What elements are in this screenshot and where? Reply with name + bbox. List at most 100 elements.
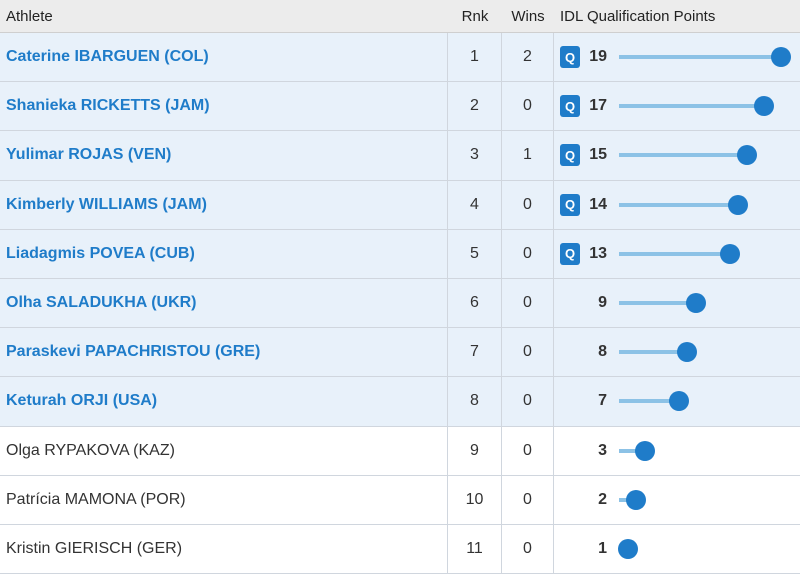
rank-cell: 4 bbox=[448, 180, 502, 229]
points-value: 2 bbox=[598, 490, 607, 508]
header-athlete[interactable]: Athlete bbox=[6, 7, 53, 25]
points-cell: Q 15 bbox=[554, 131, 800, 179]
wins-cell: 0 bbox=[502, 426, 554, 475]
points-bar bbox=[619, 350, 688, 355]
qualified-badge: Q bbox=[560, 144, 580, 167]
wins-value: 0 bbox=[523, 97, 532, 115]
points-cell: Q 19 bbox=[554, 33, 800, 81]
points-bar bbox=[619, 399, 679, 404]
points-value: 8 bbox=[598, 343, 607, 361]
athlete-cell: Shanieka RICKETTS (JAM) bbox=[0, 82, 448, 131]
athlete-cell: Kristin GIERISCH (GER) bbox=[0, 524, 448, 574]
table-row: Kimberly WILLIAMS (JAM) 4 0 Q 14 bbox=[0, 180, 800, 230]
points-value: 7 bbox=[598, 392, 607, 410]
header-wins[interactable]: Wins bbox=[511, 7, 545, 25]
rank-value: 6 bbox=[470, 294, 479, 312]
table-row: Caterine IBARGUEN (COL) 1 2 Q 19 bbox=[0, 33, 800, 83]
athlete-link[interactable]: Keturah ORJI (USA) bbox=[6, 392, 158, 410]
header-points[interactable]: IDL Qualification Points bbox=[560, 7, 716, 25]
rank-value: 4 bbox=[470, 195, 479, 213]
wins-cell: 0 bbox=[502, 328, 554, 377]
wins-value: 0 bbox=[523, 490, 532, 508]
wins-cell: 0 bbox=[502, 524, 554, 574]
rank-value: 8 bbox=[470, 392, 479, 410]
points-marker bbox=[617, 538, 638, 559]
table-row: Olha SALADUKHA (UKR) 6 0 9 bbox=[0, 278, 800, 329]
athlete-cell: Liadagmis POVEA (CUB) bbox=[0, 229, 448, 278]
points-marker bbox=[668, 391, 689, 412]
points-marker bbox=[677, 342, 698, 363]
qualified-badge: Q bbox=[560, 193, 580, 216]
athlete-cell: Caterine IBARGUEN (COL) bbox=[0, 33, 448, 82]
wins-value: 0 bbox=[523, 441, 532, 459]
points-value: 14 bbox=[589, 195, 607, 213]
points-cell: 8 bbox=[554, 328, 800, 376]
table-row: Patrícia MAMONA (POR) 10 0 2 bbox=[0, 475, 800, 525]
table-row: Liadagmis POVEA (CUB) 5 0 Q 13 bbox=[0, 229, 800, 279]
wins-cell: 2 bbox=[502, 33, 554, 82]
points-value: 9 bbox=[598, 294, 607, 312]
points-bar bbox=[619, 301, 696, 306]
points-cell: Q 17 bbox=[554, 82, 800, 130]
wins-cell: 0 bbox=[502, 229, 554, 278]
athlete-name: Olga RYPAKOVA (KAZ) bbox=[6, 441, 175, 459]
athlete-link[interactable]: Kimberly WILLIAMS (JAM) bbox=[6, 195, 207, 213]
athlete-cell: Olha SALADUKHA (UKR) bbox=[0, 278, 448, 328]
points-marker bbox=[634, 440, 655, 461]
points-cell: Q 14 bbox=[554, 181, 800, 229]
athlete-link[interactable]: Shanieka RICKETTS (JAM) bbox=[6, 97, 210, 115]
rank-cell: 3 bbox=[448, 131, 502, 180]
rank-value: 5 bbox=[470, 244, 479, 262]
points-marker bbox=[626, 489, 647, 510]
table-row: Keturah ORJI (USA) 8 0 7 bbox=[0, 377, 800, 427]
points-marker bbox=[685, 293, 706, 314]
wins-value: 0 bbox=[523, 294, 532, 312]
rank-cell: 1 bbox=[448, 33, 502, 82]
wins-cell: 0 bbox=[502, 278, 554, 328]
rank-value: 7 bbox=[470, 343, 479, 361]
points-bar bbox=[619, 153, 747, 158]
points-value: 3 bbox=[598, 441, 607, 459]
qualified-badge: Q bbox=[560, 95, 580, 118]
athlete-name: Patrícia MAMONA (POR) bbox=[6, 490, 186, 508]
wins-cell: 0 bbox=[502, 377, 554, 426]
qualified-badge: Q bbox=[560, 46, 580, 69]
table-row: Yulimar ROJAS (VEN) 3 1 Q 15 bbox=[0, 131, 800, 181]
wins-value: 0 bbox=[523, 244, 532, 262]
athlete-cell: Olga RYPAKOVA (KAZ) bbox=[0, 426, 448, 475]
athlete-cell: Yulimar ROJAS (VEN) bbox=[0, 131, 448, 180]
table-row: Paraskevi PAPACHRISTOU (GRE) 7 0 8 bbox=[0, 328, 800, 378]
athlete-link[interactable]: Yulimar ROJAS (VEN) bbox=[6, 146, 172, 164]
athlete-name: Kristin GIERISCH (GER) bbox=[6, 539, 183, 557]
points-bar bbox=[619, 55, 781, 60]
points-marker bbox=[728, 194, 749, 215]
rank-value: 3 bbox=[470, 146, 479, 164]
points-cell: 1 bbox=[554, 525, 800, 573]
table-row: Kristin GIERISCH (GER) 11 0 1 bbox=[0, 524, 800, 574]
athlete-cell: Keturah ORJI (USA) bbox=[0, 377, 448, 426]
athlete-link[interactable]: Caterine IBARGUEN (COL) bbox=[6, 48, 209, 66]
points-cell: 7 bbox=[554, 377, 800, 425]
points-cell: 9 bbox=[554, 279, 800, 327]
table-header: Athlete Rnk Wins IDL Qualification Point… bbox=[0, 0, 800, 33]
points-marker bbox=[753, 96, 774, 117]
athlete-link[interactable]: Paraskevi PAPACHRISTOU (GRE) bbox=[6, 343, 261, 361]
wins-value: 0 bbox=[523, 195, 532, 213]
points-value: 19 bbox=[589, 48, 607, 66]
rank-value: 9 bbox=[470, 441, 479, 459]
athlete-link[interactable]: Olha SALADUKHA (UKR) bbox=[6, 294, 197, 312]
wins-cell: 1 bbox=[502, 131, 554, 180]
table-body: Caterine IBARGUEN (COL) 1 2 Q 19 Shanieka RIC… bbox=[0, 33, 800, 574]
athlete-link[interactable]: Liadagmis POVEA (CUB) bbox=[6, 244, 195, 262]
points-bar bbox=[619, 202, 739, 207]
points-value: 13 bbox=[589, 244, 607, 262]
points-value: 15 bbox=[589, 146, 607, 164]
wins-value: 0 bbox=[523, 539, 532, 557]
wins-value: 0 bbox=[523, 392, 532, 410]
wins-cell: 0 bbox=[502, 475, 554, 524]
rank-cell: 10 bbox=[448, 475, 502, 524]
rank-cell: 9 bbox=[448, 426, 502, 475]
header-rank[interactable]: Rnk bbox=[461, 7, 489, 25]
wins-cell: 0 bbox=[502, 82, 554, 131]
